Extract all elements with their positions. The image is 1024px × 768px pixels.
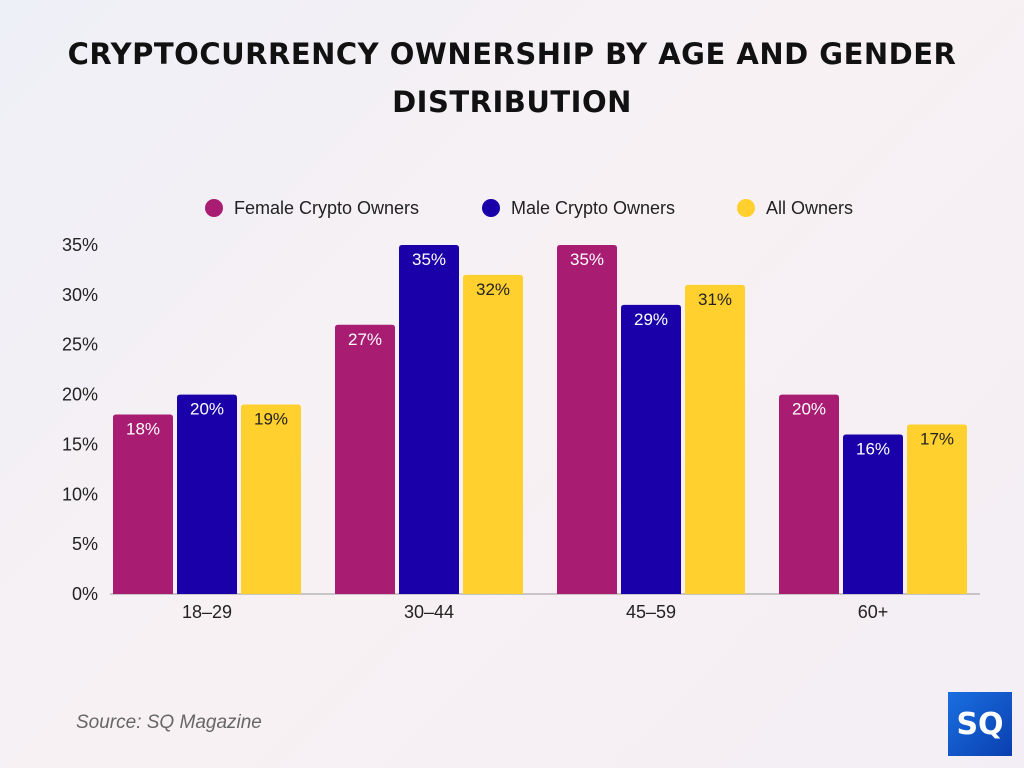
x-tick-label: 60+: [858, 602, 889, 622]
x-tick-label: 45–59: [626, 602, 676, 622]
y-tick-label: 25%: [62, 335, 98, 355]
data-label: 32%: [476, 280, 510, 299]
data-label: 31%: [698, 290, 732, 309]
bar: [621, 304, 681, 594]
bar: [843, 434, 903, 594]
bar: [779, 394, 839, 594]
source-text: Source: SQ Magazine: [76, 712, 262, 733]
data-label: 17%: [920, 429, 954, 448]
y-tick-label: 5%: [72, 534, 98, 554]
bar: [907, 424, 967, 594]
bar: [113, 414, 173, 594]
bar: [399, 245, 459, 594]
y-tick-label: 10%: [62, 484, 98, 504]
y-tick-label: 35%: [62, 235, 98, 255]
data-label: 19%: [254, 410, 288, 429]
legend-label: Male Crypto Owners: [511, 198, 675, 218]
bar: [241, 404, 301, 594]
bar: [335, 324, 395, 594]
x-tick-label: 18–29: [182, 602, 232, 622]
legend-marker: [482, 199, 500, 217]
data-label: 35%: [412, 250, 446, 269]
data-label: 16%: [856, 439, 890, 458]
y-tick-label: 20%: [62, 385, 98, 405]
data-label: 18%: [126, 420, 160, 439]
data-label: 35%: [570, 250, 604, 269]
y-tick-label: 30%: [62, 285, 98, 305]
sq-logo: SQ: [948, 692, 1012, 756]
data-label: 27%: [348, 330, 382, 349]
legend-marker: [737, 199, 755, 217]
legend-label: All Owners: [766, 198, 853, 218]
chart-title: CRYPTOCURRENCY OWNERSHIP BY AGE AND GEND…: [67, 37, 957, 119]
bar: [685, 284, 745, 594]
y-tick-label: 15%: [62, 434, 98, 454]
data-label: 20%: [792, 400, 826, 419]
y-tick-label: 0%: [72, 584, 98, 604]
legend-marker: [205, 199, 223, 217]
bar: [557, 245, 617, 594]
data-label: 20%: [190, 400, 224, 419]
x-tick-label: 30–44: [404, 602, 454, 622]
bar: [177, 394, 237, 594]
legend-label: Female Crypto Owners: [234, 198, 419, 218]
data-label: 29%: [634, 310, 668, 329]
bar: [463, 274, 523, 594]
